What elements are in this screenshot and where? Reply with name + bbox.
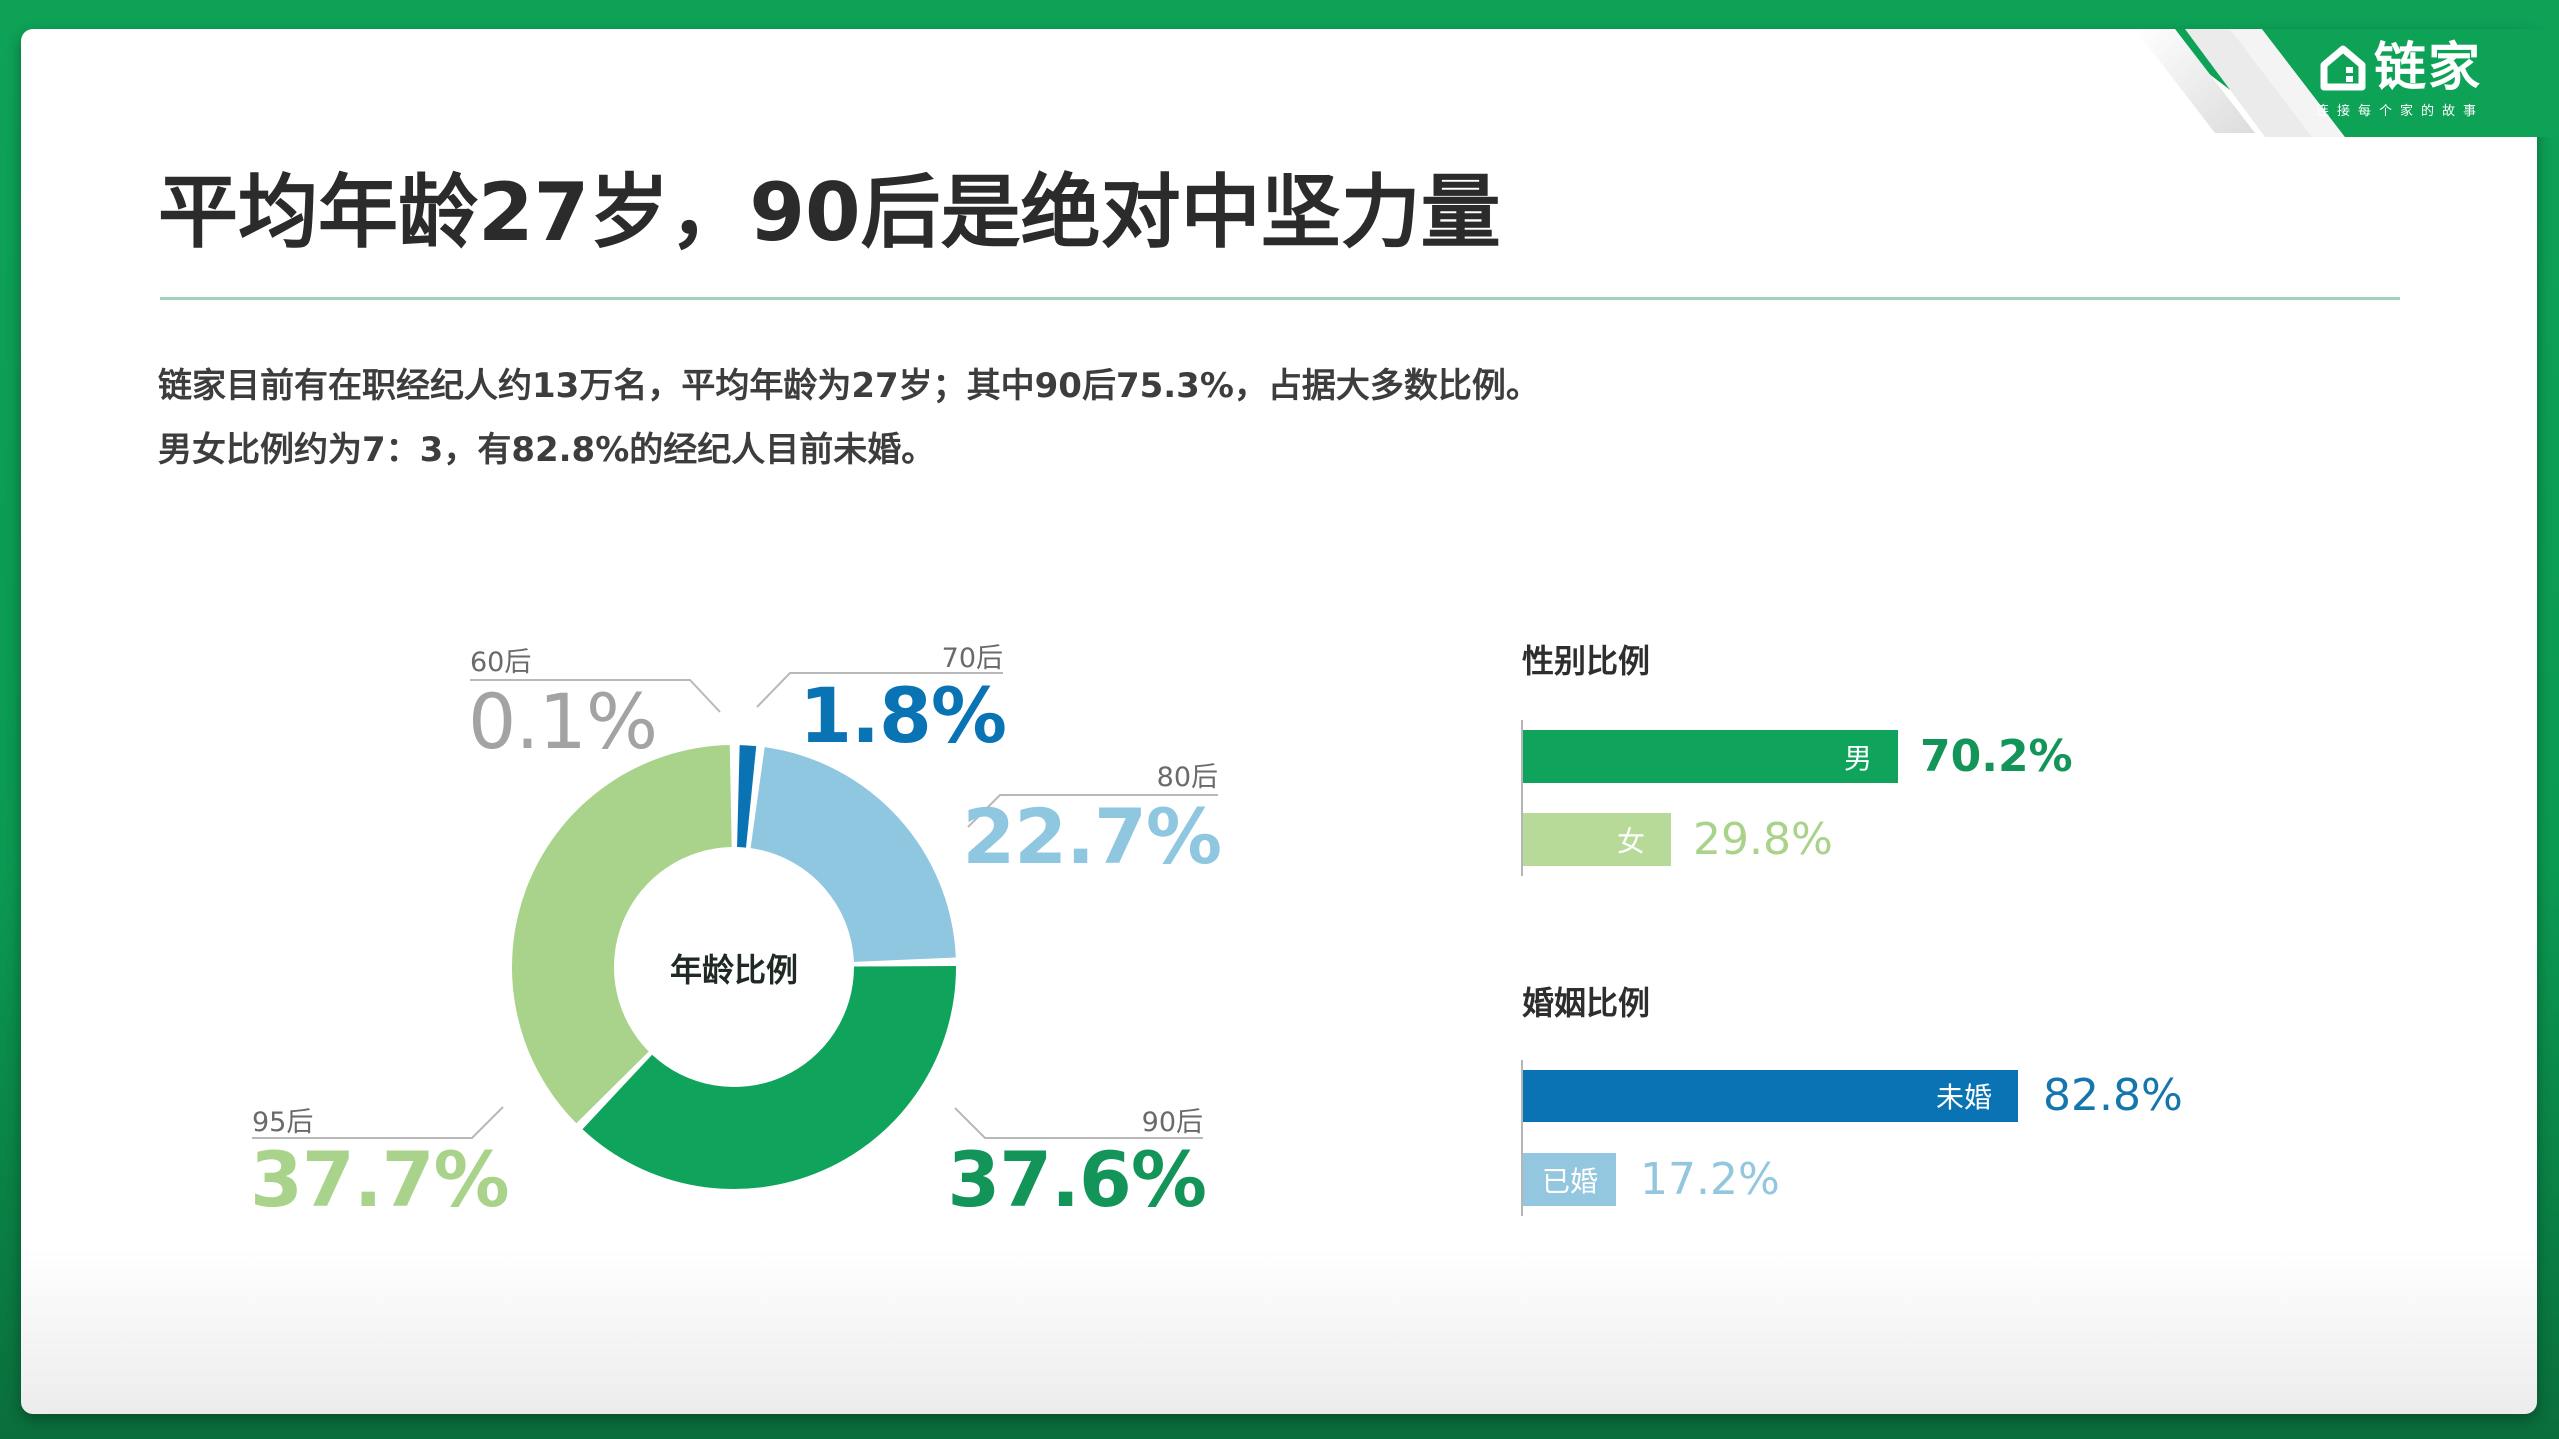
gender-axis	[1521, 720, 1523, 876]
gender-value-male: 70.2%	[1920, 731, 2073, 782]
age-value-95: 37.7%	[250, 1135, 510, 1224]
age-label-70: 70后	[941, 643, 1003, 674]
donut-center-label: 年龄比例	[669, 951, 798, 989]
age-value-90: 37.6%	[947, 1135, 1207, 1224]
marriage-chart-title: 婚姻比例	[1522, 984, 1651, 1022]
age-value-70: 1.8%	[799, 671, 1007, 760]
house-icon	[2320, 45, 2366, 91]
description-line-1: 链家目前有在职经纪人约13万名，平均年龄为27岁；其中90后75.3%，占据大多…	[158, 366, 1540, 406]
age-value-80: 22.7%	[962, 792, 1222, 881]
page-title: 平均年龄27岁，90后是绝对中坚力量	[158, 166, 1501, 259]
gender-chart-title: 性别比例	[1522, 642, 1651, 680]
marriage-value-unmarried: 82.8%	[2043, 1070, 2183, 1121]
brand-tagline: 连接每个家的故事	[2315, 104, 2484, 119]
gender-bar-female-label: 女	[1616, 824, 1645, 858]
marriage-bar-married-label: 已婚	[1541, 1164, 1598, 1198]
description-line-2: 男女比例约为7：3，有82.8%的经纪人目前未婚。	[158, 430, 936, 470]
gender-bar-male: 男	[1523, 730, 1898, 783]
gender-value-female: 29.8%	[1693, 814, 1833, 865]
age-label-90: 90后	[1141, 1107, 1203, 1138]
gender-bar-male-label: 男	[1843, 741, 1872, 775]
age-label-80: 80后	[1156, 762, 1218, 793]
marriage-axis	[1521, 1060, 1523, 1216]
marriage-bar-unmarried: 未婚	[1523, 1070, 2018, 1122]
title-divider	[160, 297, 2400, 300]
slide-card	[21, 29, 2537, 1414]
age-label-95: 95后	[252, 1107, 314, 1138]
gender-bar-female: 女	[1523, 813, 1671, 866]
marriage-bar-unmarried-label: 未婚	[1935, 1081, 1992, 1114]
brand-logo: 链家 连接每个家的故事	[2310, 38, 2490, 128]
marriage-value-married: 17.2%	[1640, 1154, 1780, 1205]
age-label-60: 60后	[470, 647, 532, 678]
brand-name: 链家	[2373, 38, 2482, 98]
age-value-60: 0.1%	[468, 677, 658, 766]
marriage-bar-married: 已婚	[1523, 1153, 1616, 1206]
